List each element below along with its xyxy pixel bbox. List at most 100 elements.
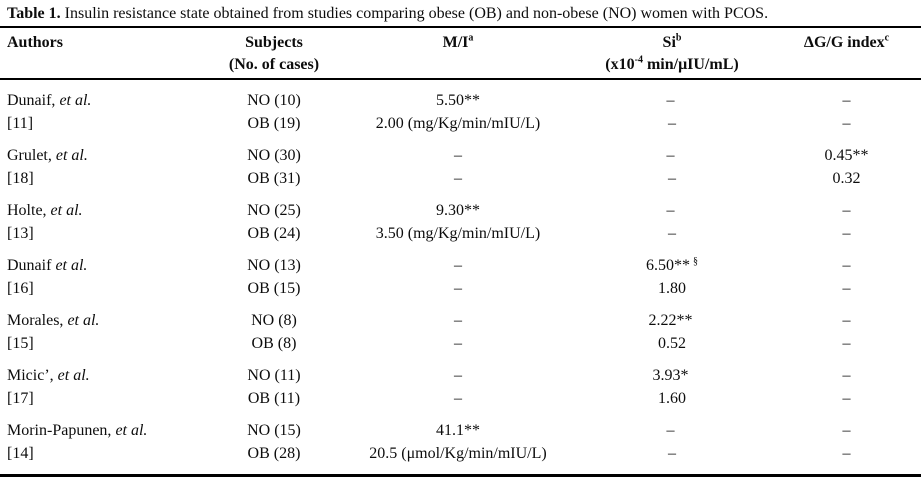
author-name: Morales, [7, 312, 64, 329]
mi-no-cell: 5.50** [436, 92, 480, 109]
ref-cell: [17] [7, 390, 34, 407]
author-cell: Morales, et al. [0, 309, 200, 332]
author-etal: et al. [50, 202, 83, 219]
table-row: Dunaif et al. NO (13) – 6.50** § – [16] O… [0, 254, 921, 300]
table-row: Dunaif, et al. NO (10) 5.50** – – [11] O… [0, 89, 921, 135]
mi-ob-cell: – [454, 280, 462, 297]
col-header-subjects-line1: Subjects [245, 34, 303, 51]
dg-ob-cell: – [842, 225, 851, 242]
table-row: Grulet, et al. NO (30) – – 0.45** [18] O… [0, 144, 921, 190]
author-name: Holte, [7, 202, 47, 219]
author-name: Morin-Papunen, [7, 422, 112, 439]
dg-ob-cell: – [842, 445, 851, 462]
dg-no-cell: 0.45** [824, 147, 869, 164]
si-no-value: – [666, 202, 675, 219]
caption-rule [0, 26, 921, 28]
si-no-value: – [666, 422, 675, 439]
mi-no-cell: – [454, 367, 462, 384]
ref-cell: [15] [7, 335, 34, 352]
dg-no-cell: – [842, 257, 851, 274]
header-rule [0, 78, 921, 80]
ref-cell: [14] [7, 445, 34, 462]
author-etal: et al. [55, 147, 88, 164]
table-caption-text: Insulin resistance state obtained from s… [64, 5, 769, 22]
si-no-cell: – [568, 199, 776, 222]
dg-no-cell: – [842, 367, 851, 384]
dg-no-cell: – [842, 202, 851, 219]
ref-cell: [11] [7, 115, 34, 132]
col-header-dg-footmark: c [884, 32, 890, 44]
author-cell: Micic’, et al. [0, 364, 200, 387]
subjects-no-cell: NO (13) [247, 257, 301, 274]
author-cell: Morin-Papunen, et al. [0, 419, 200, 442]
col-header-si-label: Si [662, 34, 676, 51]
si-no-value: – [666, 147, 675, 164]
author-cell: Dunaif et al. [0, 254, 200, 277]
subjects-ob-cell: OB (24) [247, 225, 301, 242]
author-name: Micic’, [7, 367, 54, 384]
subjects-ob-cell: OB (11) [247, 390, 301, 407]
si-unit-pre: (x10 [605, 56, 635, 73]
table-row: Holte, et al. NO (25) 9.30** – – [13] OB… [0, 199, 921, 245]
dg-ob-cell: – [842, 280, 851, 297]
ref-cell: [18] [7, 170, 34, 187]
si-unit-post: min/μIU/mL) [642, 56, 739, 73]
col-header-mi-label: M/I [442, 34, 469, 51]
ref-cell: [16] [7, 280, 34, 297]
author-name: Dunaif [7, 257, 52, 274]
mi-ob-cell: – [454, 390, 462, 407]
col-header-authors: Authors [7, 34, 64, 51]
col-header-dg: ΔG/G indexc [776, 32, 917, 76]
mi-ob-cell: 3.50 (mg/Kg/min/mIU/L) [375, 225, 541, 242]
table-caption-label: Table 1. [7, 5, 61, 22]
si-ob-cell: 1.80 [658, 280, 686, 297]
subjects-no-cell: NO (30) [247, 147, 301, 164]
author-etal: et al. [115, 422, 148, 439]
mi-no-cell: – [454, 147, 462, 164]
table-row: Micic’, et al. NO (11) – 3.93* – [17] OB… [0, 364, 921, 410]
col-header-dg-label: ΔG/G index [803, 34, 885, 51]
ref-cell: [13] [7, 225, 34, 242]
si-no-cell: – [568, 144, 776, 167]
mi-ob-cell: 2.00 (mg/Kg/min/mIU/L) [375, 115, 541, 132]
dg-no-cell: – [842, 92, 851, 109]
si-ob-cell: 0.52 [658, 335, 686, 352]
col-header-si-line1: Sib [568, 32, 776, 54]
table-row: Morin-Papunen, et al. NO (15) 41.1** – –… [0, 419, 921, 465]
mi-no-cell: – [454, 312, 462, 329]
dg-ob-cell: – [842, 335, 851, 352]
si-no-cell: 3.93* [568, 364, 776, 387]
table-bottom-rule [0, 474, 921, 477]
si-ob-cell: – [668, 225, 676, 242]
subjects-no-cell: NO (15) [247, 422, 301, 439]
si-no-value: 3.93* [652, 367, 689, 384]
col-header-subjects: Subjects (No. of cases) [200, 32, 348, 76]
subjects-ob-cell: OB (31) [247, 170, 301, 187]
subjects-ob-cell: OB (15) [247, 280, 301, 297]
author-etal: et al. [67, 312, 100, 329]
si-no-value: 2.22** [648, 312, 693, 329]
subjects-no-cell: NO (10) [247, 92, 301, 109]
author-cell: Dunaif, et al. [0, 89, 200, 112]
subjects-no-cell: NO (25) [247, 202, 301, 219]
si-ob-cell: 1.60 [658, 390, 686, 407]
col-header-si-footmark: b [675, 32, 682, 44]
mi-no-cell: – [454, 257, 462, 274]
si-no-cell: – [568, 89, 776, 112]
subjects-ob-cell: OB (28) [247, 445, 301, 462]
dg-ob-cell: – [842, 115, 851, 132]
col-header-mi-footmark: a [468, 32, 474, 44]
dg-ob-cell: 0.32 [832, 170, 861, 187]
subjects-ob-cell: OB (19) [247, 115, 301, 132]
author-name: Grulet, [7, 147, 52, 164]
si-no-cell: 2.22** [568, 309, 776, 332]
mi-ob-cell: 20.5 (μmol/Kg/min/mIU/L) [369, 445, 547, 462]
si-ob-cell: – [668, 445, 676, 462]
author-etal: et al. [55, 257, 88, 274]
si-unit-exponent: -4 [634, 54, 643, 66]
si-no-cell: 6.50** § [568, 254, 776, 277]
mi-ob-cell: – [454, 335, 462, 352]
si-no-value: – [666, 92, 675, 109]
table-header: Authors Subjects (No. of cases) M/Ia Sib… [0, 28, 921, 78]
col-header-subjects-line2: (No. of cases) [228, 56, 320, 73]
